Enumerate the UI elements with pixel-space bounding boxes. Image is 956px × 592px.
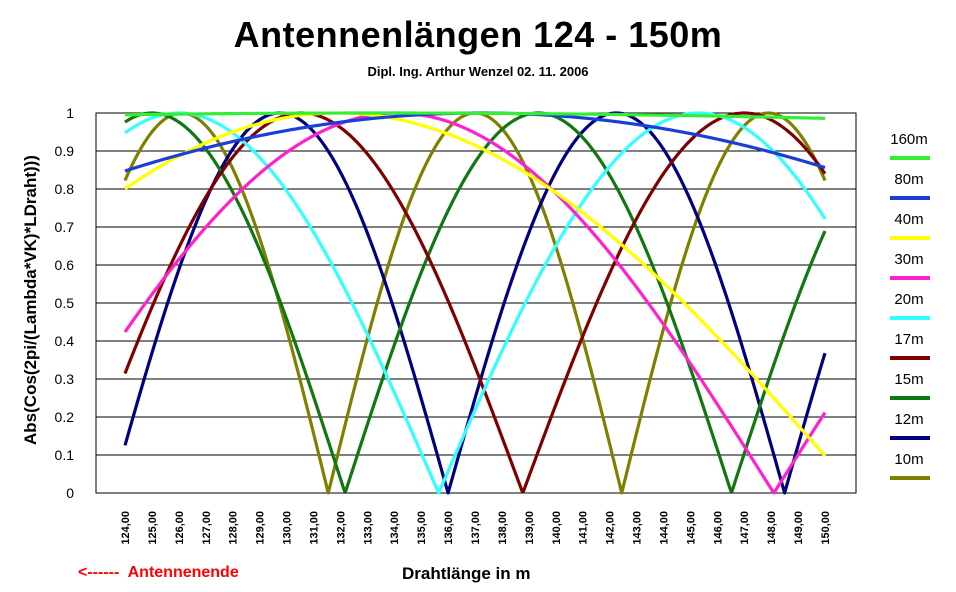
x-tick-label: 134,00 [389,511,401,545]
x-tick-label: 136,00 [443,511,455,545]
x-tick-label: 137,00 [470,511,482,545]
x-tick-label: 126,00 [174,511,186,545]
x-axis-label: Drahtlänge in m [402,564,531,583]
x-tick-label: 144,00 [658,511,670,545]
legend-label: 12m [894,411,923,428]
x-tick-label: 139,00 [524,511,536,545]
x-tick-label: 138,00 [497,511,509,545]
x-tick-label: 125,00 [147,511,159,545]
x-tick-label: 148,00 [766,511,778,545]
x-tick-label: 142,00 [605,511,617,545]
x-tick-label: 128,00 [228,511,240,545]
x-tick-label: 146,00 [712,511,724,545]
y-tick-label: 0.7 [55,219,75,235]
series-line-30m [123,111,827,495]
x-tick-label: 149,00 [793,511,805,545]
series-line-40m [124,111,827,458]
legend-label: 10m [894,451,923,468]
x-tick-label: 127,00 [201,511,213,545]
y-tick-label: 0.2 [55,409,75,425]
x-tick-labels: 124,00 125,00 126,00 127,00 128,00 129,00 130,… [120,511,832,545]
legend-label: 160m [890,131,928,148]
legend-label: 40m [894,211,923,228]
x-tick-label: 135,00 [416,511,428,545]
chart-subtitle: Dipl. Ing. Arthur Wenzel 02. 11. 2006 [367,64,589,79]
x-tick-label: 129,00 [255,511,267,545]
y-tick-label: 0.9 [55,143,75,159]
x-tick-label: 143,00 [632,511,644,545]
y-tick-label: 0.1 [55,447,75,463]
series-lines [123,111,827,495]
y-tick-labels: 0 0.1 0.2 0.3 0.4 0.5 0.6 0.7 0.8 0.9 1 [55,105,75,501]
legend-label: 80m [894,171,923,188]
series-line-15m [124,111,827,493]
y-tick-label: 0.3 [55,371,75,387]
y-tick-label: 0.5 [55,295,75,311]
y-tick-label: 0.4 [55,333,75,349]
legend-label: 20m [894,291,923,308]
y-tick-label: 1 [66,105,74,121]
series-line-17m [123,111,827,493]
chart-title: Antennenlängen 124 - 150m [233,14,723,55]
x-tick-label: 140,00 [551,511,563,545]
y-tick-label: 0.8 [55,181,75,197]
legend-label: 15m [894,371,923,388]
y-tick-label: 0 [66,485,74,501]
x-tick-label: 150,00 [820,511,832,545]
series-line-160m [124,111,826,120]
x-tick-label: 141,00 [578,511,590,545]
x-tick-label: 147,00 [739,511,751,545]
y-tick-label: 0.6 [55,257,75,273]
antenna-end-note: <------ Antennenende [78,564,239,581]
x-tick-label: 130,00 [282,511,294,545]
x-tick-label: 132,00 [335,511,347,545]
x-tick-label: 124,00 [120,511,132,545]
x-tick-label: 133,00 [362,511,374,545]
x-tick-label: 145,00 [685,511,697,545]
legend: 160m 80m 40m 30m 20m 17m 15m 12m 10m [890,131,930,480]
y-axis-label: Abs(Cos(2pi/(Lambda*VK)*LDraht))) [21,155,40,445]
x-tick-label: 131,00 [308,511,320,545]
legend-label: 30m [894,251,923,268]
series-line-12m [123,111,827,495]
legend-label: 17m [894,331,923,348]
